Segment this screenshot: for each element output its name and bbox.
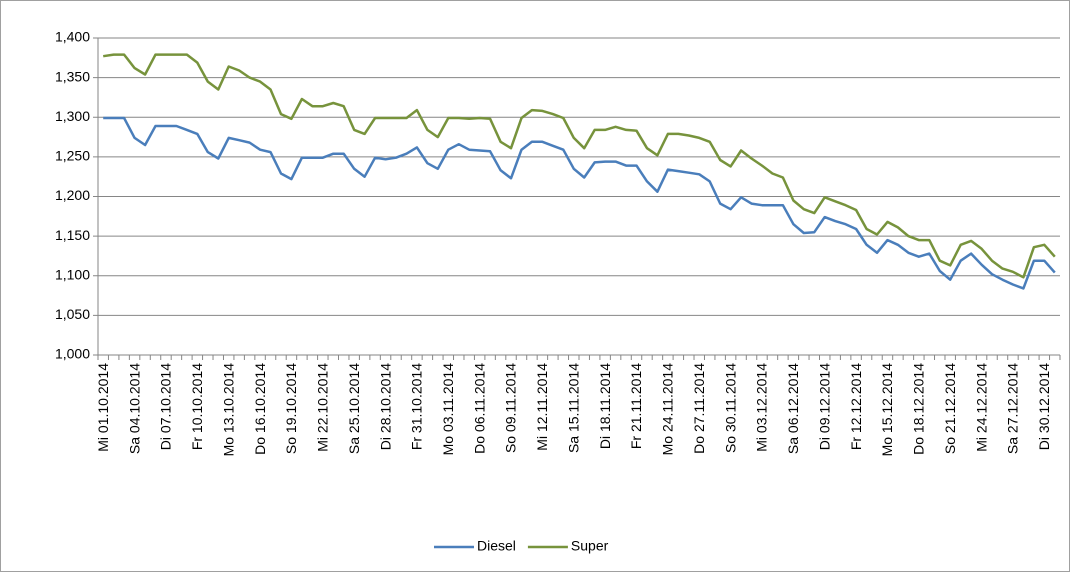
x-tick-label: Fr 12.12.2014 (848, 363, 864, 450)
legend-label: Super (571, 538, 609, 554)
y-tick-label: 1,100 (55, 266, 90, 282)
x-tick-label: So 21.12.2014 (942, 363, 958, 454)
y-tick-label: 1,000 (55, 346, 90, 362)
x-tick-label: Mo 03.11.2014 (440, 363, 456, 456)
y-tick-label: 1,400 (55, 29, 90, 45)
y-tick-label: 1,050 (55, 306, 90, 322)
x-tick-label: Di 18.11.2014 (597, 363, 613, 449)
x-tick-label: Fr 10.10.2014 (189, 363, 205, 450)
x-tick-label: Mi 22.10.2014 (315, 363, 331, 452)
y-tick-label: 1,350 (55, 68, 90, 84)
x-tick-label: So 19.10.2014 (283, 363, 299, 454)
x-tick-label: Fr 31.10.2014 (409, 363, 425, 450)
x-tick-label: Do 27.11.2014 (691, 363, 707, 454)
x-tick-label: Sa 25.10.2014 (346, 363, 362, 454)
x-tick-label: Sa 06.12.2014 (785, 363, 801, 454)
y-tick-label: 1,250 (55, 148, 90, 164)
x-tick-label: Mo 13.10.2014 (220, 363, 236, 457)
x-tick-label: Di 30.12.2014 (1036, 363, 1052, 450)
x-tick-label: Mi 24.12.2014 (973, 363, 989, 452)
x-tick-label: Sa 15.11.2014 (565, 363, 581, 453)
x-tick-label: Mi 12.11.2014 (534, 363, 550, 451)
y-tick-label: 1,300 (55, 108, 90, 124)
x-tick-label: Mo 15.12.2014 (879, 363, 895, 457)
x-tick-label: Mi 03.12.2014 (754, 363, 770, 452)
x-tick-label: Do 06.11.2014 (471, 363, 487, 454)
x-tick-label: Di 07.10.2014 (158, 363, 174, 450)
x-tick-label: Sa 04.10.2014 (126, 363, 142, 454)
y-tick-label: 1,200 (55, 187, 90, 203)
line (103, 116, 1056, 290)
x-tick-label: So 30.11.2014 (722, 363, 738, 453)
x-tick-label: Mo 24.11.2014 (660, 363, 676, 456)
x-tick-label: So 09.11.2014 (503, 363, 519, 453)
x-tick-label: Fr 21.11.2014 (628, 363, 644, 449)
line (103, 53, 1056, 279)
x-tick-label: Di 09.12.2014 (816, 363, 832, 450)
x-tick-label: Mi 01.10.2014 (95, 363, 111, 452)
legend-label: Diesel (477, 538, 516, 554)
x-tick-label: Do 16.10.2014 (252, 363, 268, 455)
x-tick-label: Di 28.10.2014 (377, 363, 393, 450)
x-tick-label: Do 18.12.2014 (911, 363, 927, 455)
x-tick-label: Sa 27.12.2014 (1005, 363, 1021, 454)
y-tick-label: 1,150 (55, 227, 90, 243)
